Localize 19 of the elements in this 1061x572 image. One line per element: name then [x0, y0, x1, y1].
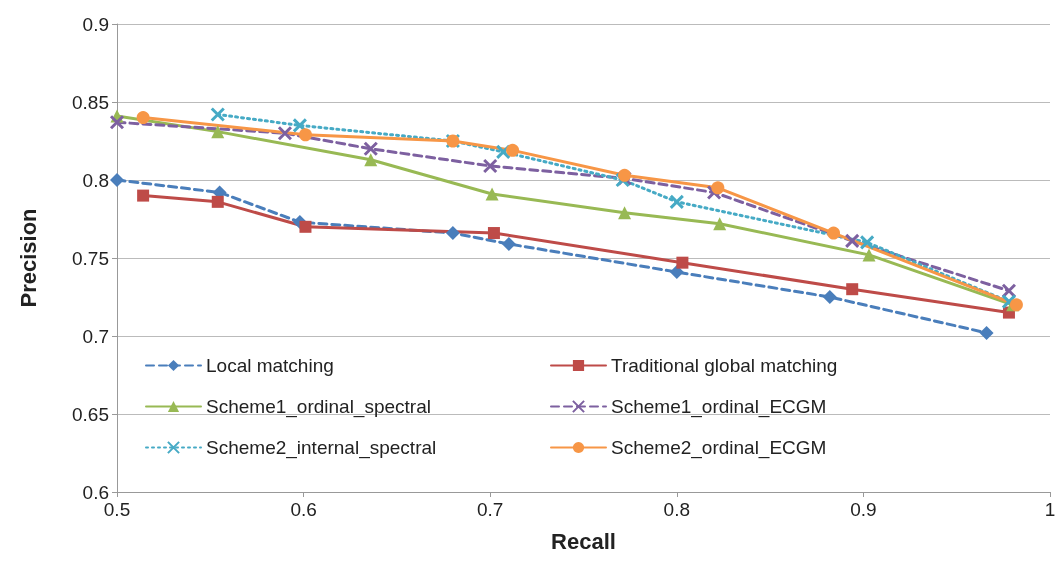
- legend-label: Scheme2_ordinal_ECGM: [611, 437, 827, 459]
- y-tick-label: 0.75: [72, 247, 109, 269]
- x-tick-label: 0.6: [290, 499, 317, 520]
- y-tick-label: 0.9: [82, 13, 109, 35]
- legend-label: Traditional global matching: [611, 355, 838, 376]
- x-axis-title: Recall: [551, 528, 616, 554]
- y-tick-label: 0.65: [72, 403, 109, 425]
- y-tick-label: 0.85: [72, 91, 109, 113]
- legend-label: Scheme1_ordinal_ECGM: [611, 396, 827, 418]
- x-tick-label: 1: [1044, 499, 1056, 520]
- y-tick-label: 0.7: [82, 325, 109, 347]
- x-tick-label: 0.8: [663, 499, 691, 520]
- x-tick-label: 0.9: [850, 499, 877, 520]
- y-axis-title: Precision: [15, 208, 41, 308]
- x-tick-label: 0.7: [476, 499, 504, 520]
- legend-label: Scheme1_ordinal_spectral: [206, 396, 431, 418]
- y-tick-label: 0.8: [82, 169, 109, 191]
- legend-label: Scheme2_internal_spectral: [206, 437, 437, 459]
- legend-label: Local matching: [206, 355, 334, 376]
